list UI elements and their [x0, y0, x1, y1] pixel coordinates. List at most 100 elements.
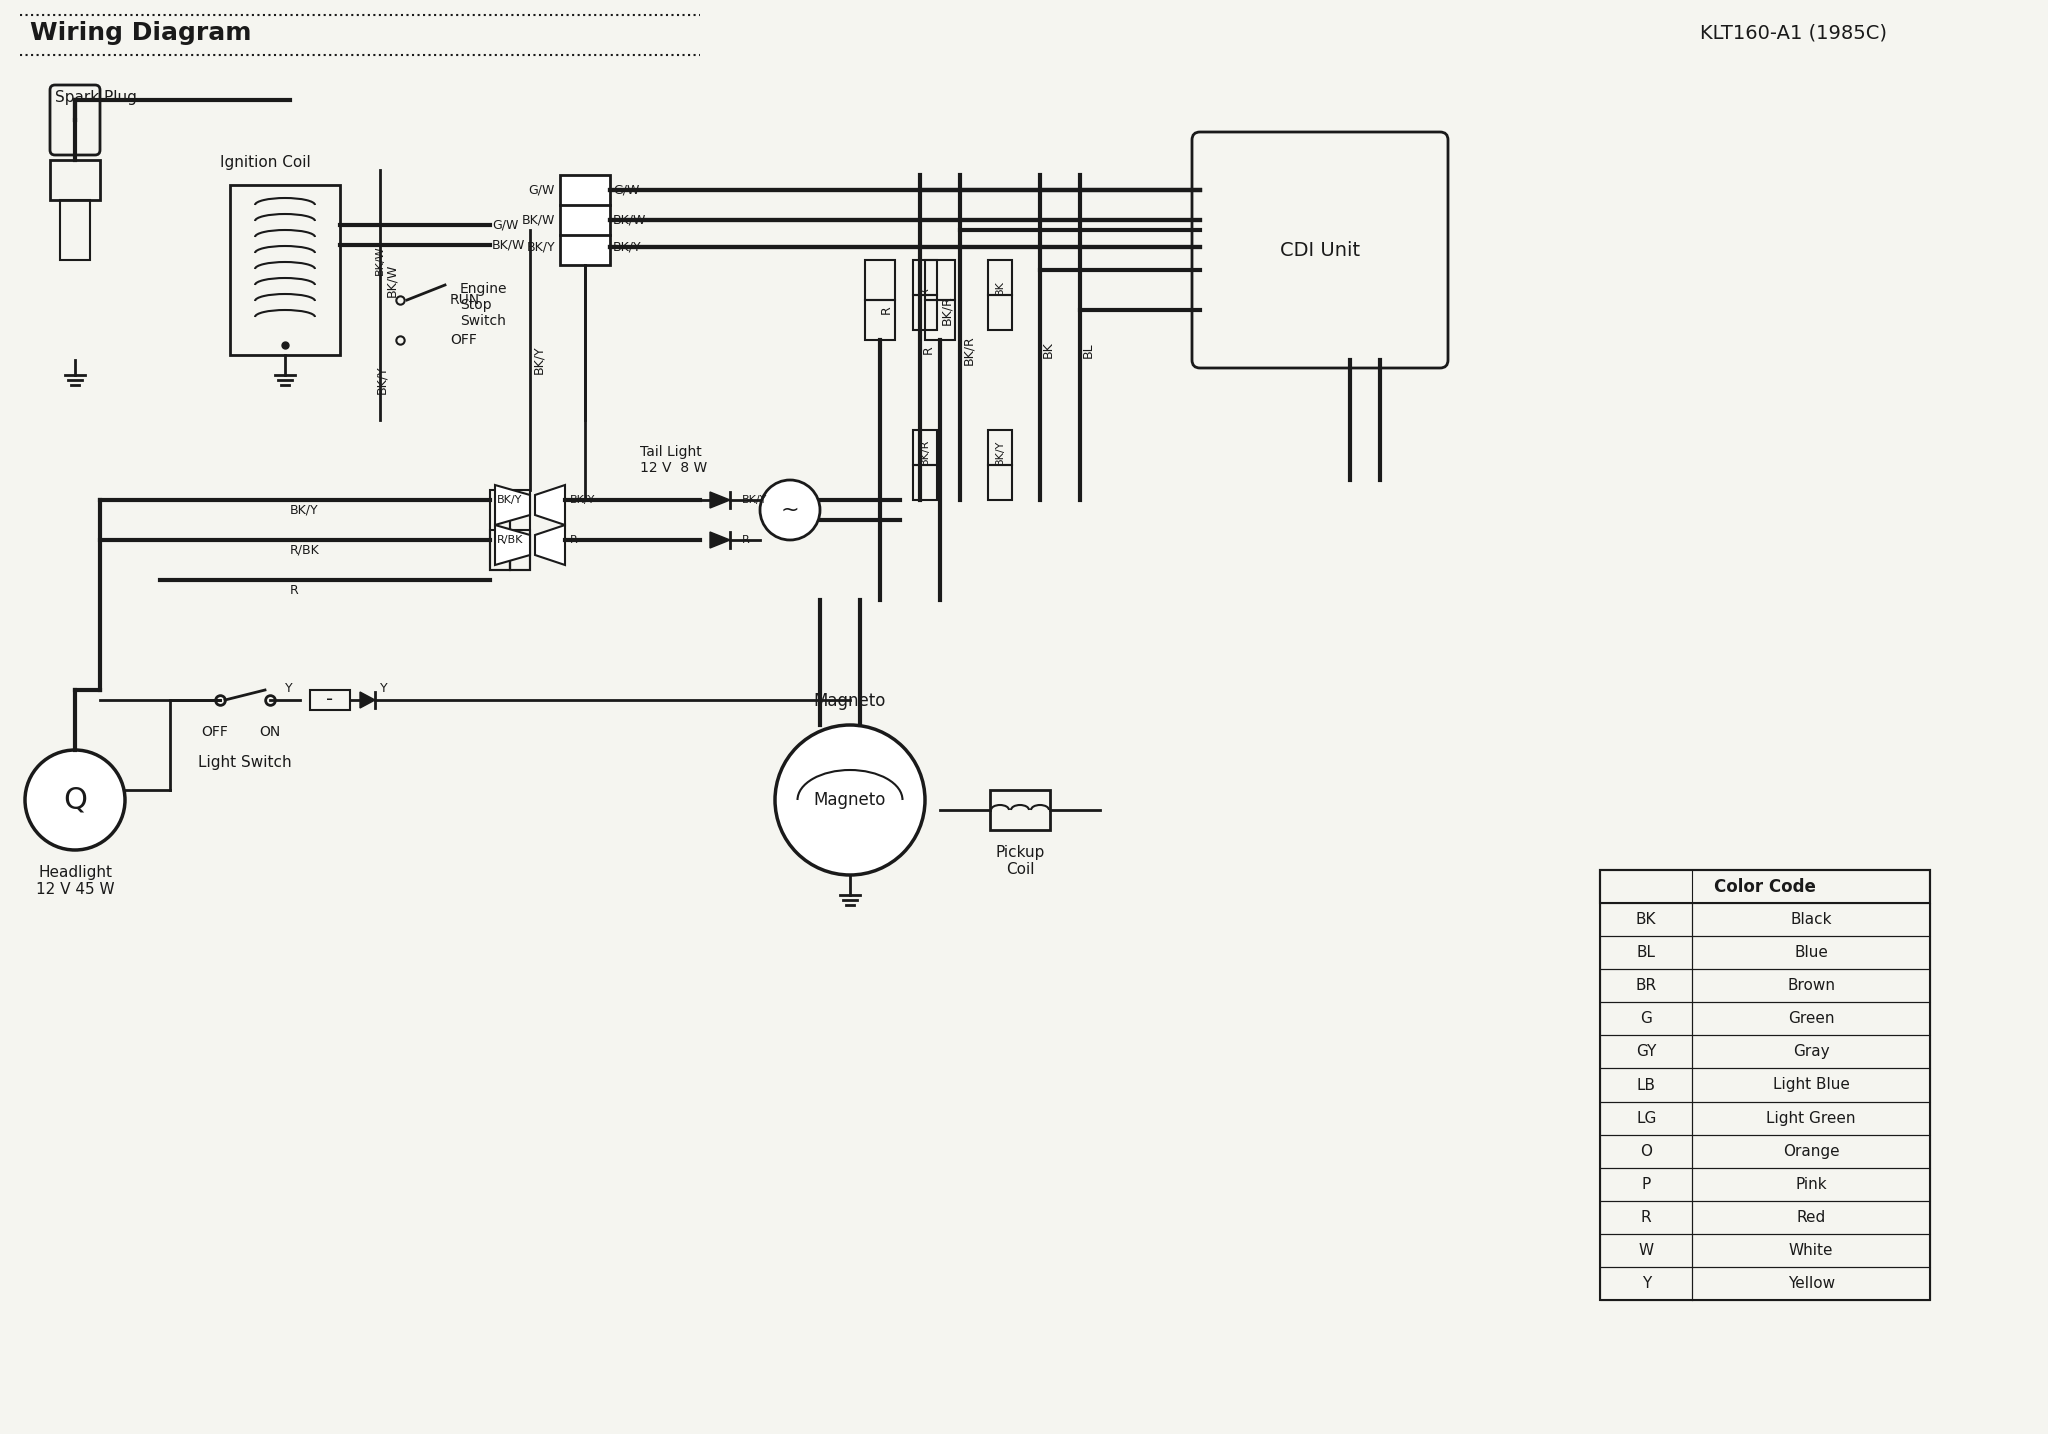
Text: BK/R: BK/R	[940, 295, 952, 326]
Text: BK/Y: BK/Y	[569, 495, 596, 505]
Polygon shape	[360, 693, 375, 708]
Bar	[987, 465, 1012, 500]
Polygon shape	[711, 492, 729, 508]
Text: O: O	[1640, 1144, 1653, 1159]
Bar	[1599, 1134, 1929, 1167]
Text: Blue: Blue	[1794, 945, 1829, 961]
Polygon shape	[535, 525, 565, 565]
Text: G/W: G/W	[492, 218, 518, 231]
Text: Y: Y	[1642, 1276, 1651, 1291]
Text: Black: Black	[1790, 912, 1833, 928]
Bar	[1599, 870, 1929, 1301]
Bar	[489, 490, 510, 569]
Text: BK/W: BK/W	[375, 245, 385, 275]
Bar	[1599, 870, 1929, 903]
Bar	[1599, 1167, 1929, 1200]
Text: Light Switch: Light Switch	[199, 754, 291, 770]
Text: R: R	[569, 535, 578, 545]
Text: BK/R: BK/R	[920, 439, 930, 465]
Text: ~: ~	[780, 500, 799, 521]
Text: G/W: G/W	[612, 184, 639, 196]
Text: R/BK: R/BK	[291, 543, 319, 556]
Text: W: W	[1638, 1243, 1655, 1258]
Bar	[510, 531, 530, 569]
Polygon shape	[535, 485, 565, 525]
Bar	[1599, 936, 1929, 969]
Text: Q: Q	[63, 786, 86, 815]
Bar	[913, 295, 938, 330]
Text: BR: BR	[1636, 978, 1657, 994]
Text: CDI Unit: CDI Unit	[1280, 241, 1360, 260]
Polygon shape	[496, 485, 530, 525]
Text: Tail Light
12 V  8 W: Tail Light 12 V 8 W	[639, 445, 707, 475]
Bar	[1599, 1233, 1929, 1266]
Bar	[59, 199, 90, 260]
Bar	[1599, 1101, 1929, 1134]
Bar	[987, 260, 1012, 295]
Text: Gray: Gray	[1792, 1044, 1829, 1060]
Bar	[1599, 1002, 1929, 1035]
Bar	[913, 465, 938, 500]
Bar	[1599, 903, 1929, 936]
Text: BK/Y: BK/Y	[375, 366, 387, 394]
Text: BK/W: BK/W	[522, 214, 555, 227]
Text: R: R	[881, 305, 893, 314]
Bar	[926, 260, 954, 300]
Text: BK/Y: BK/Y	[995, 440, 1006, 465]
Bar	[913, 430, 938, 465]
Text: Spark Plug: Spark Plug	[55, 90, 137, 105]
Bar	[989, 790, 1051, 830]
Text: R: R	[1640, 1210, 1651, 1225]
Bar	[1599, 1200, 1929, 1233]
Bar	[1599, 1035, 1929, 1068]
Circle shape	[760, 480, 819, 541]
Bar	[510, 490, 530, 569]
Text: BK/Y: BK/Y	[741, 495, 768, 505]
Bar	[913, 260, 938, 295]
Bar	[864, 300, 895, 340]
Text: BK/Y: BK/Y	[526, 241, 555, 254]
Text: Brown: Brown	[1788, 978, 1835, 994]
Bar	[559, 175, 610, 265]
Text: Red: Red	[1796, 1210, 1827, 1225]
Text: R: R	[291, 584, 299, 597]
Text: Engine
Stop
Switch: Engine Stop Switch	[461, 282, 508, 328]
Bar	[926, 300, 954, 340]
Bar	[987, 430, 1012, 465]
Bar	[1599, 969, 1929, 1002]
Text: KLT160-A1 (1985C): KLT160-A1 (1985C)	[1700, 23, 1886, 43]
Bar	[489, 531, 510, 569]
Text: Magneto: Magneto	[813, 792, 887, 809]
Bar	[1599, 1068, 1929, 1101]
Text: LB: LB	[1636, 1077, 1655, 1093]
Bar	[309, 690, 350, 710]
Text: BK: BK	[1042, 341, 1055, 358]
Text: BL: BL	[1636, 945, 1655, 961]
Text: BK/Y: BK/Y	[498, 495, 522, 505]
Text: BK/W: BK/W	[385, 264, 397, 297]
Text: ON: ON	[260, 726, 281, 739]
Text: Wiring Diagram: Wiring Diagram	[31, 22, 252, 44]
Text: R: R	[920, 287, 930, 295]
Text: R/BK: R/BK	[498, 535, 524, 545]
Text: BK/W: BK/W	[492, 238, 526, 251]
Text: GY: GY	[1636, 1044, 1657, 1060]
Text: Orange: Orange	[1784, 1144, 1839, 1159]
Text: R: R	[741, 535, 750, 545]
Text: Ignition Coil: Ignition Coil	[219, 155, 311, 171]
Text: Headlight
12 V 45 W: Headlight 12 V 45 W	[35, 865, 115, 898]
Text: BL: BL	[1081, 343, 1096, 358]
Text: P: P	[1642, 1177, 1651, 1192]
Text: -: -	[326, 691, 334, 710]
Text: LG: LG	[1636, 1110, 1657, 1126]
Text: BK/Y: BK/Y	[291, 503, 319, 516]
Bar	[864, 260, 895, 300]
Text: Magneto: Magneto	[813, 693, 887, 710]
Text: Y: Y	[381, 681, 387, 694]
Text: Pickup
Coil: Pickup Coil	[995, 845, 1044, 878]
Text: G/W: G/W	[528, 184, 555, 196]
Text: OFF: OFF	[451, 333, 477, 347]
Bar	[1599, 1266, 1929, 1301]
Text: Light Blue: Light Blue	[1774, 1077, 1849, 1093]
Text: BK: BK	[1636, 912, 1657, 928]
